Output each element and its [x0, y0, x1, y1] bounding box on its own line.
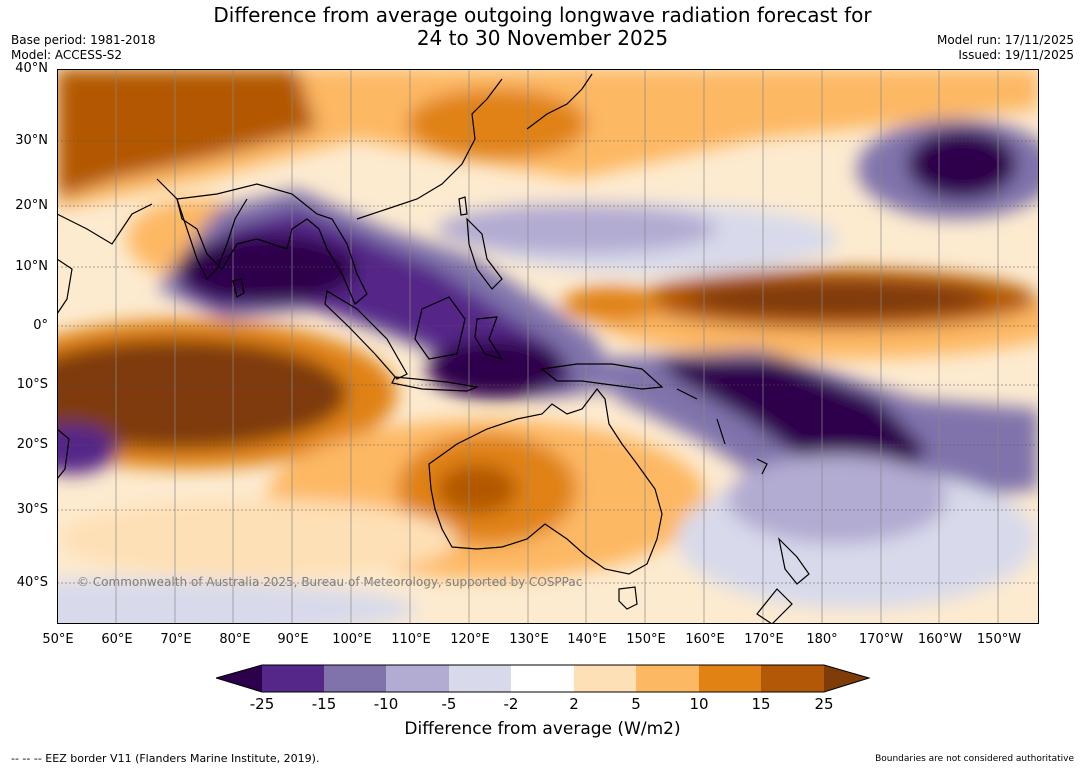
lon-label-130e: 130°E [509, 632, 549, 647]
eez-border-legend: -- -- -- EEZ border V11 (Flanders Marine… [11, 752, 320, 765]
map-svg: © Commonwealth of Australia 2025, Bureau… [57, 69, 1039, 624]
lon-label-80e: 80°E [219, 632, 251, 647]
borneo-coastline [414, 296, 466, 360]
lon-label-90e: 90°E [277, 632, 309, 647]
lon-label-160w: 160°W [917, 632, 963, 647]
java-coastline [391, 376, 480, 392]
colorbar-swatch [761, 665, 824, 692]
colorbar [216, 664, 870, 693]
issued-date: Issued: 19/11/2025 [958, 48, 1074, 62]
arabia-coastline [57, 203, 153, 245]
lon-label-100e: 100°E [332, 632, 372, 647]
title-line-2: 24 to 30 November 2025 [416, 26, 669, 50]
colorbar-swatch [386, 665, 449, 692]
lat-label-40n: 40°N [15, 61, 48, 76]
map-title: Difference from average outgoing longwav… [0, 4, 1085, 50]
india-coastline [156, 178, 248, 281]
meridians [57, 69, 999, 624]
madagascar-coastline [57, 428, 70, 480]
colorbar-swatch [636, 665, 699, 692]
colorbar-swatch [324, 665, 386, 692]
olr-anomaly-map[interactable]: © Commonwealth of Australia 2025, Bureau… [57, 69, 1039, 624]
tasmania-coastline [618, 586, 638, 610]
colorbar-swatch [574, 665, 636, 692]
meta-left: Base period: 1981-2018 Model: ACCESS-S2 [11, 33, 156, 63]
colorbar-arrow-left [216, 665, 262, 692]
lat-label-30n: 30°N [15, 133, 48, 148]
lon-label-140e: 140°E [567, 632, 607, 647]
sri-lanka-coastline [232, 278, 245, 298]
lat-label-0: 0° [33, 318, 48, 333]
asia-mainland-coastline [176, 183, 368, 305]
colorbar-label: Difference from average (W/m2) [404, 719, 681, 739]
lon-label-50e: 50°E [42, 632, 74, 647]
lon-label-160e: 160°E [685, 632, 725, 647]
colorbar-tick: 10 [689, 695, 709, 713]
taiwan-coastline [458, 196, 468, 216]
lat-label-30s: 30°S [16, 502, 48, 517]
lon-label-70e: 70°E [160, 632, 192, 647]
africa-coastline [57, 258, 73, 315]
lat-label-40s: 40°S [16, 575, 48, 590]
colorbar-tick: 25 [814, 695, 834, 713]
coastlines [57, 73, 810, 624]
pacific-islands-coastline [676, 388, 768, 475]
new-guinea-coastline [540, 363, 664, 390]
sumatra-coastline [324, 290, 408, 380]
lat-label-20n: 20°N [15, 198, 48, 213]
colorbar-tick: -10 [373, 695, 399, 713]
boundaries-note: Boundaries are not considered authoritat… [875, 754, 1074, 764]
model-run: Model run: 17/11/2025 [936, 33, 1074, 47]
sulawesi-coastline [474, 316, 504, 361]
new-zealand-coastline [756, 537, 810, 624]
lon-label-170w: 170°W [858, 632, 904, 647]
model-name: Model: ACCESS-S2 [11, 48, 123, 62]
lat-label-10n: 10°N [15, 259, 48, 274]
base-period: Base period: 1981-2018 [11, 33, 156, 47]
colorbar-swatch [511, 665, 574, 692]
colorbar-swatch [699, 665, 761, 692]
lat-label-10s: 10°S [16, 377, 48, 392]
title-line-1: Difference from average outgoing longwav… [213, 3, 872, 27]
japan-coastline [526, 73, 593, 130]
colorbar-tick: 5 [631, 695, 641, 713]
lon-label-170e: 170°E [744, 632, 784, 647]
colorbar-tick: -5 [441, 695, 457, 713]
colorbar-tick: -15 [311, 695, 337, 713]
lon-label-120e: 120°E [450, 632, 490, 647]
colorbar-tick: 15 [751, 695, 771, 713]
lon-label-60e: 60°E [101, 632, 133, 647]
lon-label-180: 180° [806, 632, 838, 647]
meta-right: Model run: 17/11/2025 Issued: 19/11/2025 [937, 33, 1074, 63]
lat-label-20s: 20°S [16, 437, 48, 452]
lon-label-110e: 110°E [391, 632, 431, 647]
china-coastline [356, 78, 503, 220]
copyright-text: © Commonwealth of Australia 2025, Bureau… [77, 575, 582, 589]
lon-label-150w: 150°W [976, 632, 1022, 647]
colorbar-arrow-right [824, 665, 869, 692]
philippines-coastline [466, 217, 503, 290]
australia-coastline [428, 388, 663, 575]
colorbar-tick: -2 [503, 695, 519, 713]
colorbar-tick: -25 [249, 695, 275, 713]
colorbar-swatch [449, 665, 511, 692]
anomaly-field-broad [57, 69, 1039, 624]
lon-label-150e: 150°E [626, 632, 666, 647]
colorbar-tick: 2 [569, 695, 579, 713]
colorbar-swatch [262, 665, 324, 692]
